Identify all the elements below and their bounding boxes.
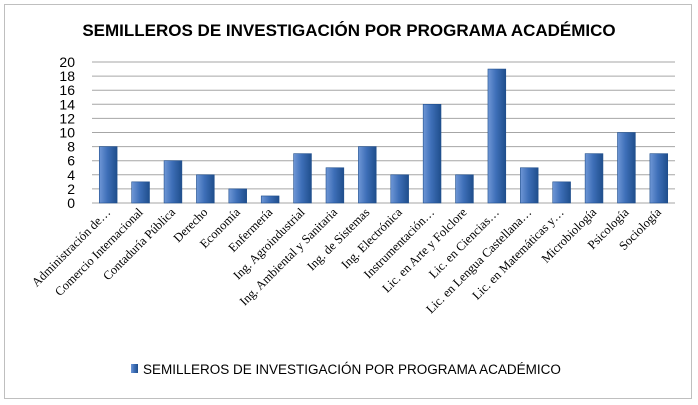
bar <box>196 174 215 204</box>
bar <box>552 181 571 204</box>
bar <box>228 188 247 204</box>
y-tick-label: 0 <box>67 195 75 211</box>
y-tick-label: 14 <box>59 96 75 112</box>
y-tick-label: 2 <box>67 181 75 197</box>
bar <box>422 104 442 204</box>
bar <box>358 146 377 204</box>
y-tick-label: 6 <box>67 153 75 169</box>
bar-layer <box>98 68 669 204</box>
bar <box>98 146 118 204</box>
bar <box>649 153 669 204</box>
bar <box>131 181 150 204</box>
bar <box>390 174 409 204</box>
bar <box>584 153 604 204</box>
y-tick-label: 16 <box>59 82 75 98</box>
bar <box>455 174 474 204</box>
chart-frame: SEMILLEROS DE INVESTIGACIÓN POR PROGRAMA… <box>4 4 692 399</box>
y-tick-label: 18 <box>59 68 75 84</box>
bar <box>163 160 183 204</box>
bar <box>617 132 636 204</box>
y-tick-label: 4 <box>67 167 75 183</box>
y-tick-label: 12 <box>59 110 75 126</box>
bar <box>487 68 507 204</box>
bar <box>260 195 280 204</box>
legend-label: SEMILLEROS DE INVESTIGACIÓN POR PROGRAMA… <box>143 362 561 377</box>
bar-chart: SEMILLEROS DE INVESTIGACIÓN POR PROGRAMA… <box>29 21 675 377</box>
chart-title: SEMILLEROS DE INVESTIGACIÓN POR PROGRAMA… <box>82 21 615 40</box>
bar <box>293 153 312 204</box>
y-tick-label: 10 <box>59 125 75 141</box>
y-tick-label: 8 <box>67 139 75 155</box>
legend: SEMILLEROS DE INVESTIGACIÓN POR PROGRAMA… <box>131 362 561 377</box>
bar <box>325 167 345 204</box>
y-tick-label: 20 <box>59 54 75 70</box>
legend-swatch <box>131 364 138 373</box>
bar <box>520 167 539 204</box>
x-tick-labels: Administración de…Comercio Internacional… <box>29 205 664 316</box>
